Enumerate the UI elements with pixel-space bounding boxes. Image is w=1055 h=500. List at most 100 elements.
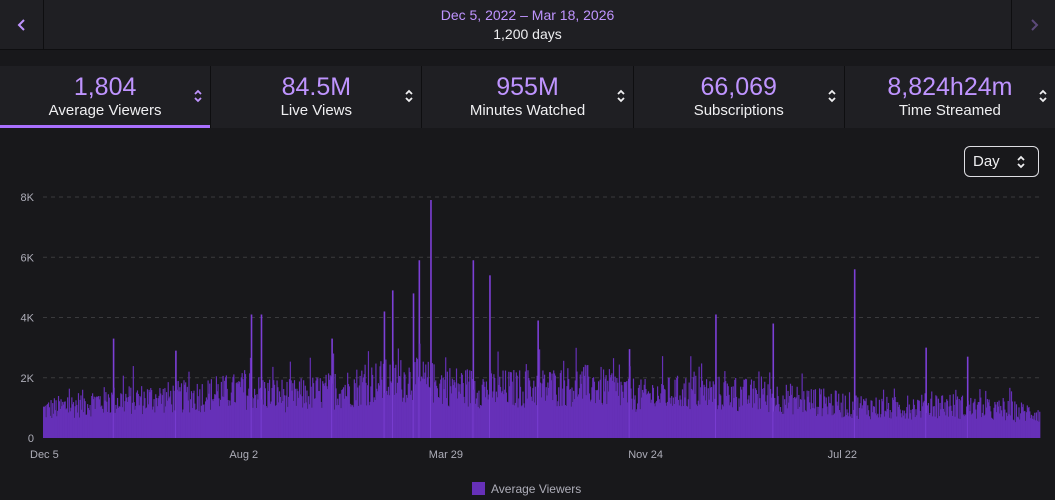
bar[interactable] (681, 406, 683, 438)
bar[interactable] (986, 399, 989, 438)
bar[interactable] (800, 399, 802, 438)
bar[interactable] (173, 390, 175, 438)
bar[interactable] (94, 408, 96, 438)
bar[interactable] (138, 405, 140, 438)
bar[interactable] (410, 394, 412, 438)
bar[interactable] (327, 389, 329, 438)
bar[interactable] (766, 395, 768, 438)
bar[interactable] (583, 375, 586, 438)
bar[interactable] (536, 375, 538, 438)
bar[interactable] (651, 399, 653, 438)
bar[interactable] (468, 381, 470, 438)
bar[interactable] (952, 394, 954, 438)
bar[interactable] (316, 377, 318, 438)
bar[interactable] (896, 416, 898, 439)
bar[interactable] (831, 415, 833, 438)
bar[interactable] (226, 388, 228, 438)
bar[interactable] (885, 411, 887, 438)
bar[interactable] (513, 370, 515, 438)
bar[interactable] (454, 382, 456, 438)
bar[interactable] (471, 379, 473, 438)
bar[interactable] (362, 377, 365, 438)
bar[interactable] (720, 409, 723, 438)
bar[interactable] (435, 385, 438, 438)
bar[interactable] (630, 388, 632, 439)
bar[interactable] (474, 380, 476, 438)
bar[interactable] (310, 386, 312, 438)
bar[interactable] (658, 399, 660, 438)
bar[interactable] (971, 414, 973, 438)
bar[interactable] (925, 347, 927, 439)
bar[interactable] (844, 395, 846, 438)
bar[interactable] (100, 406, 102, 438)
bar[interactable] (598, 399, 601, 438)
stat-tab-subscriptions[interactable]: 66,069 Subscriptions (633, 66, 845, 128)
bar[interactable] (728, 394, 730, 438)
bar[interactable] (362, 382, 364, 438)
next-period-button[interactable] (1011, 0, 1055, 50)
bar[interactable] (1015, 404, 1018, 438)
bar[interactable] (548, 372, 551, 438)
bar[interactable] (140, 397, 142, 438)
bar[interactable] (229, 400, 231, 438)
bar[interactable] (377, 391, 379, 438)
bar[interactable] (327, 373, 330, 438)
bar[interactable] (722, 406, 724, 438)
bar[interactable] (244, 374, 247, 438)
bar[interactable] (248, 388, 250, 438)
bar[interactable] (294, 388, 296, 438)
bar[interactable] (611, 373, 613, 438)
bar[interactable] (991, 418, 993, 438)
bar[interactable] (806, 390, 808, 438)
bar[interactable] (869, 419, 871, 438)
bar[interactable] (416, 357, 418, 438)
bar[interactable] (241, 373, 243, 438)
bar[interactable] (116, 408, 118, 438)
bar[interactable] (933, 406, 935, 438)
bar[interactable] (709, 381, 711, 438)
bar[interactable] (830, 393, 832, 438)
bar[interactable] (193, 390, 195, 438)
bar[interactable] (119, 406, 121, 438)
bar[interactable] (136, 392, 138, 438)
bar[interactable] (418, 260, 421, 438)
bar[interactable] (145, 408, 147, 438)
bar[interactable] (937, 398, 939, 438)
bar[interactable] (881, 398, 883, 438)
bar[interactable] (401, 389, 403, 438)
bar[interactable] (134, 409, 136, 438)
bar[interactable] (701, 380, 704, 438)
bar[interactable] (77, 412, 79, 438)
bar[interactable] (46, 404, 48, 438)
bar[interactable] (184, 384, 186, 438)
bar[interactable] (888, 417, 890, 438)
bar[interactable] (512, 404, 514, 438)
stat-tab-minutes-watched[interactable]: 955M Minutes Watched (422, 66, 634, 128)
bar[interactable] (583, 367, 585, 438)
bar[interactable] (872, 412, 874, 438)
bar[interactable] (478, 390, 480, 438)
bar[interactable] (785, 384, 787, 438)
bar[interactable] (990, 411, 992, 438)
bar[interactable] (498, 385, 500, 438)
bar[interactable] (748, 395, 750, 438)
bar[interactable] (131, 402, 134, 438)
bar[interactable] (573, 390, 575, 438)
bar[interactable] (776, 386, 778, 438)
bar[interactable] (91, 395, 93, 438)
bar[interactable] (223, 396, 225, 438)
bar[interactable] (854, 401, 856, 438)
bar[interactable] (527, 370, 529, 438)
bar[interactable] (116, 397, 119, 438)
bar[interactable] (1025, 412, 1028, 438)
bar[interactable] (43, 406, 46, 438)
bar[interactable] (956, 399, 958, 438)
bar[interactable] (696, 404, 698, 438)
bar[interactable] (342, 389, 344, 438)
bar[interactable] (552, 400, 554, 438)
bar[interactable] (612, 380, 614, 438)
bar[interactable] (549, 372, 551, 438)
bar[interactable] (227, 400, 229, 438)
bar[interactable] (1013, 420, 1015, 438)
bar[interactable] (673, 404, 675, 438)
